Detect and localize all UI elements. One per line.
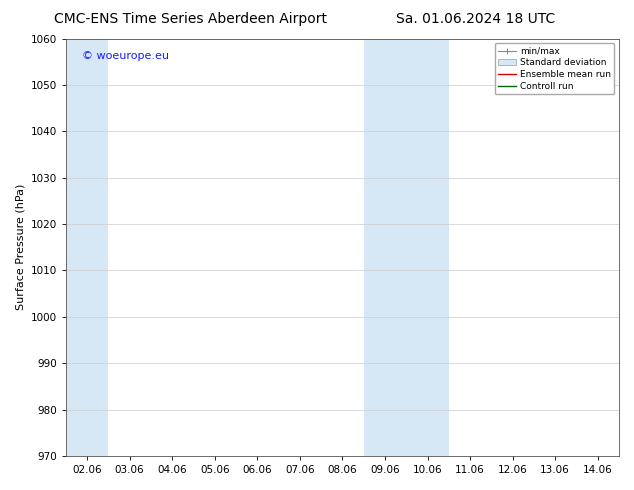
Legend: min/max, Standard deviation, Ensemble mean run, Controll run: min/max, Standard deviation, Ensemble me… <box>495 43 614 95</box>
Bar <box>66 39 108 456</box>
Text: CMC-ENS Time Series Aberdeen Airport: CMC-ENS Time Series Aberdeen Airport <box>54 12 327 26</box>
Bar <box>364 39 449 456</box>
Bar <box>619 39 634 456</box>
Text: © woeurope.eu: © woeurope.eu <box>82 51 169 61</box>
Y-axis label: Surface Pressure (hPa): Surface Pressure (hPa) <box>15 184 25 311</box>
Text: Sa. 01.06.2024 18 UTC: Sa. 01.06.2024 18 UTC <box>396 12 555 26</box>
